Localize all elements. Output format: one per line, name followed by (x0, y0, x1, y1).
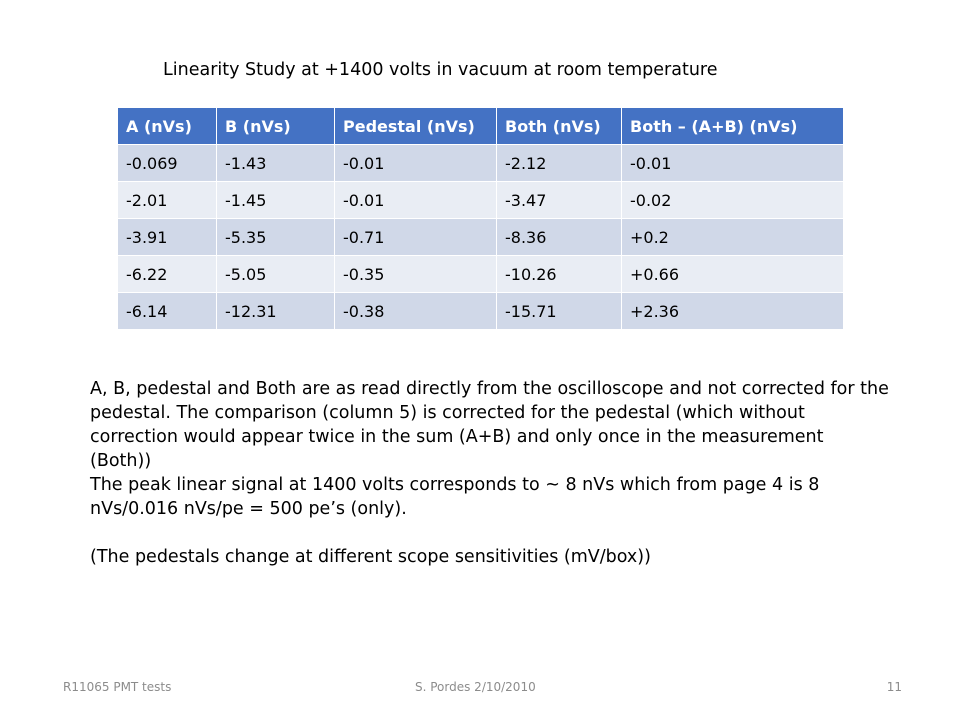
notes-paragraph: The peak linear signal at 1400 volts cor… (90, 475, 820, 519)
table-cell: -1.43 (216, 144, 335, 182)
notes-paragraph: A, B, pedestal and Both are as read dire… (90, 379, 889, 471)
table-cell: -0.01 (334, 181, 497, 219)
table-cell: -2.12 (496, 144, 622, 182)
table-cell: -0.01 (621, 144, 844, 182)
table-cell: -5.35 (216, 218, 335, 256)
table-cell: -15.71 (496, 292, 622, 330)
table-row: -0.069 -1.43 -0.01 -2.12 -0.01 (117, 144, 844, 182)
table-cell: -5.05 (216, 255, 335, 293)
table-cell: -0.35 (334, 255, 497, 293)
table-cell: +2.36 (621, 292, 844, 330)
table-cell: -0.71 (334, 218, 497, 256)
table-cell: -1.45 (216, 181, 335, 219)
table-cell: -2.01 (117, 181, 217, 219)
footer-title: R11065 PMT tests (63, 680, 172, 694)
table-cell: -10.26 (496, 255, 622, 293)
linearity-table: A (nVs) B (nVs) Pedestal (nVs) Both (nVs… (117, 107, 844, 330)
table-cell: +0.66 (621, 255, 844, 293)
footer-author-date: S. Pordes 2/10/2010 (415, 680, 536, 694)
column-header-pedestal: Pedestal (nVs) (334, 107, 497, 145)
notes-body: A, B, pedestal and Both are as read dire… (90, 377, 890, 569)
table-cell: -6.22 (117, 255, 217, 293)
table-cell: -0.069 (117, 144, 217, 182)
table-cell: -0.38 (334, 292, 497, 330)
table-cell: -6.14 (117, 292, 217, 330)
table-cell: -0.01 (334, 144, 497, 182)
page-number: 11 (886, 680, 902, 694)
table-cell: -3.91 (117, 218, 217, 256)
table-row: -3.91 -5.35 -0.71 -8.36 +0.2 (117, 218, 844, 256)
table-row: -6.22 -5.05 -0.35 -10.26 +0.66 (117, 255, 844, 293)
column-header-b: B (nVs) (216, 107, 335, 145)
column-header-both-minus-sum: Both – (A+B) (nVs) (621, 107, 844, 145)
table-cell: -12.31 (216, 292, 335, 330)
table-row: -2.01 -1.45 -0.01 -3.47 -0.02 (117, 181, 844, 219)
table-cell: -3.47 (496, 181, 622, 219)
table-cell: -0.02 (621, 181, 844, 219)
column-header-both: Both (nVs) (496, 107, 622, 145)
table-cell: +0.2 (621, 218, 844, 256)
slide-title: Linearity Study at +1400 volts in vacuum… (163, 60, 718, 80)
table-header-row: A (nVs) B (nVs) Pedestal (nVs) Both (nVs… (117, 107, 844, 145)
column-header-a: A (nVs) (117, 107, 217, 145)
notes-paragraph: (The pedestals change at different scope… (90, 547, 651, 567)
table-row: -6.14 -12.31 -0.38 -15.71 +2.36 (117, 292, 844, 330)
table-cell: -8.36 (496, 218, 622, 256)
